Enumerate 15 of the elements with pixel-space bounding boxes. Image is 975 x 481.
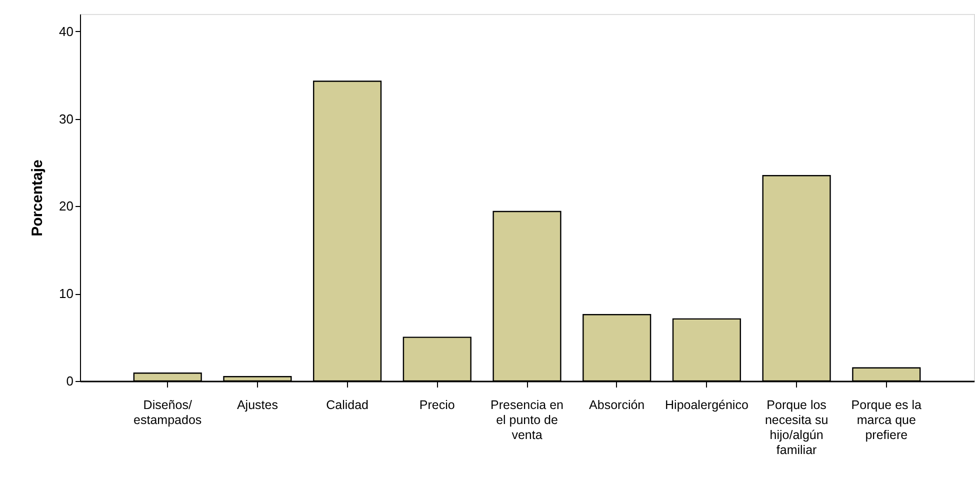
y-tick-label: 40: [59, 24, 74, 39]
x-tick-label: Ajustes: [236, 398, 278, 412]
x-tick-label: Hipoalergénico: [665, 398, 748, 412]
x-tick-label: Porque los necesita su hijo/algún familiar: [764, 398, 828, 457]
x-tick-label: Calidad: [326, 398, 369, 412]
y-tick-label: 10: [59, 286, 74, 302]
x-tick-label: Absorción: [589, 398, 645, 412]
y-tick-label: 30: [59, 111, 74, 126]
x-tick-label: Precio: [419, 398, 455, 412]
y-tick-label: 20: [59, 198, 74, 214]
y-axis-title: Porcentaje: [29, 160, 46, 236]
x-tick-label: Presencia en el punto de venta: [490, 398, 564, 442]
x-tick-label: Porque es la marca que prefiere: [851, 398, 922, 442]
x-tick-label: Diseños/estampados: [134, 398, 202, 427]
y-tick-label: 0: [66, 374, 74, 388]
